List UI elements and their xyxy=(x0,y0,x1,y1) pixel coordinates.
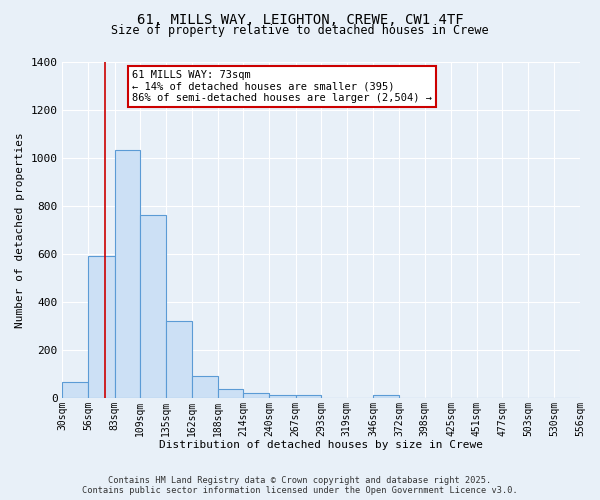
Bar xyxy=(88,256,115,398)
Text: Contains HM Land Registry data © Crown copyright and database right 2025.
Contai: Contains HM Land Registry data © Crown c… xyxy=(82,476,518,495)
Bar xyxy=(115,150,140,398)
Bar xyxy=(166,321,193,398)
Text: 61 MILLS WAY: 73sqm
← 14% of detached houses are smaller (395)
86% of semi-detac: 61 MILLS WAY: 73sqm ← 14% of detached ho… xyxy=(132,70,432,103)
Y-axis label: Number of detached properties: Number of detached properties xyxy=(15,132,25,328)
Bar xyxy=(244,393,269,398)
X-axis label: Distribution of detached houses by size in Crewe: Distribution of detached houses by size … xyxy=(159,440,483,450)
Bar xyxy=(296,396,321,398)
Bar xyxy=(62,382,88,398)
Text: Size of property relative to detached houses in Crewe: Size of property relative to detached ho… xyxy=(111,24,489,37)
Text: 61, MILLS WAY, LEIGHTON, CREWE, CW1 4TF: 61, MILLS WAY, LEIGHTON, CREWE, CW1 4TF xyxy=(137,12,463,26)
Bar xyxy=(373,396,399,398)
Bar xyxy=(218,390,244,398)
Bar xyxy=(140,215,166,398)
Bar xyxy=(269,396,296,398)
Bar xyxy=(193,376,218,398)
